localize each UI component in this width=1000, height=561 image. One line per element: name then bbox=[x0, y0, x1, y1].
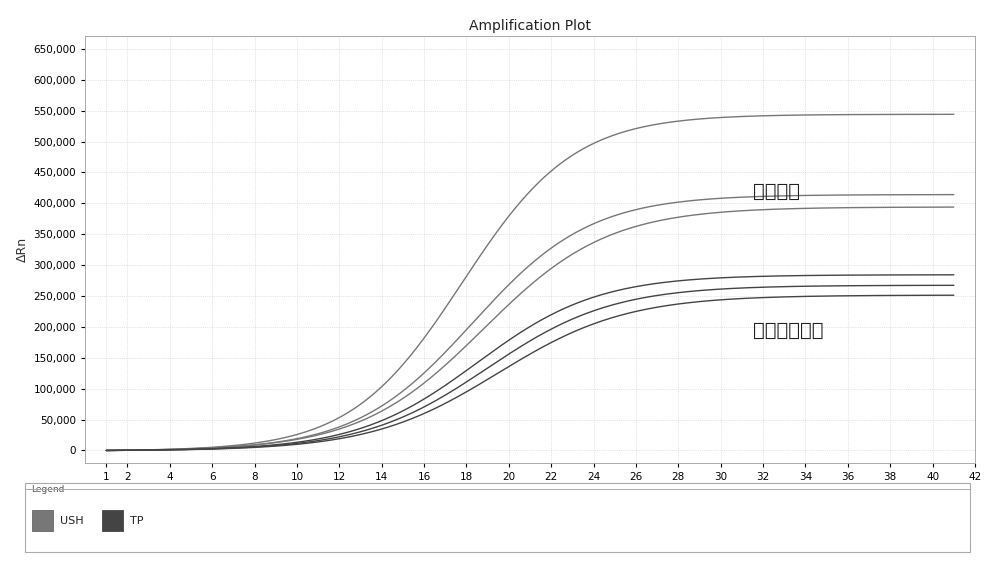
Y-axis label: ΔRn: ΔRn bbox=[16, 237, 29, 262]
Text: USH: USH bbox=[60, 516, 84, 526]
Bar bbox=[102, 510, 123, 531]
Text: 通用探针: 通用探针 bbox=[753, 182, 800, 201]
X-axis label: Cycle: Cycle bbox=[513, 486, 547, 499]
Text: Legend: Legend bbox=[32, 485, 65, 494]
Bar bbox=[32, 510, 53, 531]
Text: 铁皮石斛探针: 铁皮石斛探针 bbox=[753, 321, 823, 340]
Text: TP: TP bbox=[130, 516, 144, 526]
Title: Amplification Plot: Amplification Plot bbox=[469, 19, 591, 33]
